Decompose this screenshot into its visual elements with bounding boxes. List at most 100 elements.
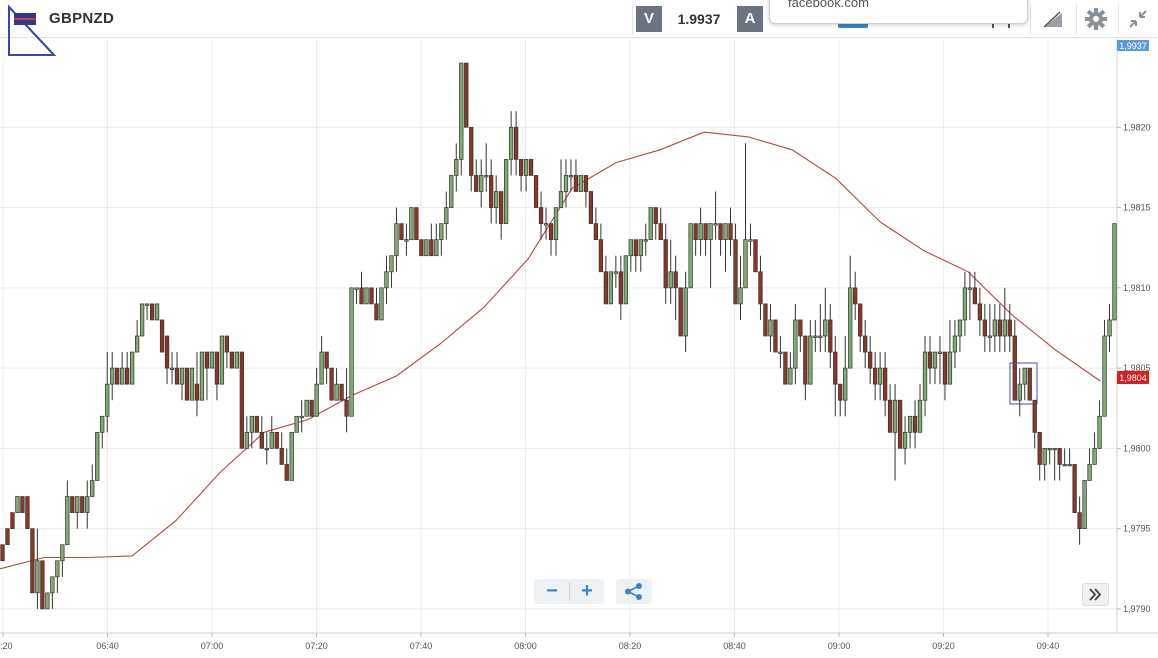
candle-body-down xyxy=(858,303,863,337)
candle-body-up xyxy=(249,415,254,433)
candle-body-down xyxy=(184,367,190,401)
candle-body-up xyxy=(1002,319,1007,337)
candle xyxy=(95,431,100,481)
candle xyxy=(863,319,868,369)
candle-body-down xyxy=(489,175,494,208)
candle-body-up xyxy=(843,367,848,401)
candle xyxy=(528,159,534,176)
candle-body-down xyxy=(733,239,738,305)
candle xyxy=(927,336,933,385)
candle-body-up xyxy=(434,239,439,257)
candle xyxy=(105,352,110,433)
candle xyxy=(479,159,484,208)
candle-body-up xyxy=(818,335,823,338)
candle xyxy=(384,255,389,304)
scroll-to-latest-button[interactable] xyxy=(1082,583,1109,606)
candle xyxy=(389,255,394,288)
candle xyxy=(469,126,474,192)
candle-body-down xyxy=(982,319,988,337)
zoom-in-button[interactable]: + xyxy=(571,579,603,604)
candle-body-up xyxy=(85,496,90,513)
candle xyxy=(324,351,329,385)
candle xyxy=(1027,367,1032,401)
candle-body-down xyxy=(25,496,30,529)
candle xyxy=(583,175,589,208)
candle-body-down xyxy=(783,351,788,385)
buy-button[interactable]: A xyxy=(737,6,763,32)
y-tick-label: 1,9815 xyxy=(1123,203,1151,213)
candle xyxy=(100,415,105,449)
candle xyxy=(434,223,439,257)
candle xyxy=(1097,400,1102,449)
collapse-icon[interactable] xyxy=(1125,6,1151,32)
candle-body-up xyxy=(608,271,614,305)
candle-body-down xyxy=(728,223,733,241)
candle-body-down xyxy=(284,464,289,481)
candle xyxy=(643,223,648,256)
candle-body-up xyxy=(543,223,549,226)
candle-body-down xyxy=(1027,367,1032,401)
gear-icon[interactable] xyxy=(1083,6,1109,32)
chart-draw-icon[interactable] xyxy=(1040,6,1066,32)
candle xyxy=(658,207,663,241)
candle xyxy=(902,416,908,465)
candle xyxy=(823,287,828,353)
x-tick-label: 08:00 xyxy=(514,641,537,651)
share-button[interactable] xyxy=(616,579,652,604)
candle xyxy=(499,191,504,240)
candle xyxy=(464,62,469,128)
candle xyxy=(444,191,449,240)
candle xyxy=(409,207,414,241)
candle xyxy=(887,384,893,433)
candle-body-up xyxy=(748,239,753,242)
candle-body-down xyxy=(1007,319,1012,337)
y-tick-label: 1,9820 xyxy=(1123,122,1151,132)
candle xyxy=(553,207,559,256)
candle-body-up xyxy=(379,287,384,321)
candle-body-up xyxy=(179,367,185,385)
candle xyxy=(1017,368,1022,417)
candle xyxy=(169,352,175,385)
browser-popup[interactable]: facebook.com xyxy=(769,0,1028,24)
candle xyxy=(848,255,853,369)
candle xyxy=(523,159,529,192)
instrument-symbol[interactable]: GBPNZD xyxy=(49,10,115,27)
candle-body-up xyxy=(394,223,399,257)
candle-body-up xyxy=(1017,383,1022,401)
candle-body-down xyxy=(30,528,35,594)
sell-button[interactable]: V xyxy=(636,6,662,32)
candle xyxy=(992,303,997,353)
candle xyxy=(688,223,693,289)
candle-body-up xyxy=(698,223,703,241)
candle-body-up xyxy=(563,175,569,192)
candle-body-down xyxy=(259,431,264,449)
candle-body-down xyxy=(538,207,544,224)
candle xyxy=(563,159,569,208)
candle-body-up xyxy=(110,367,115,385)
candle xyxy=(274,431,279,449)
candle xyxy=(229,351,235,369)
zoom-out-button[interactable]: − xyxy=(536,579,568,604)
candle-body-up xyxy=(523,159,529,176)
candle-body-down xyxy=(882,367,888,401)
candle-body-down xyxy=(279,448,284,465)
candle-body-up xyxy=(169,367,175,370)
candle-body-up xyxy=(364,287,369,305)
candle-body-down xyxy=(977,303,983,321)
candle xyxy=(738,255,743,320)
candle xyxy=(50,576,55,609)
candle xyxy=(833,336,838,417)
x-tick-label: 07:00 xyxy=(201,641,224,651)
candle xyxy=(1072,464,1077,513)
candle-body-up xyxy=(902,431,908,449)
candle-body-up xyxy=(643,239,648,242)
candle-body-up xyxy=(688,223,693,289)
candle xyxy=(618,255,623,320)
candle xyxy=(179,367,185,401)
candle xyxy=(698,207,703,256)
candle-body-up xyxy=(638,239,643,257)
price-chart[interactable]: 1,9790 1,9795 1,9800 1,9805 1,9810 1,9815 1,98… xyxy=(0,39,1158,658)
minus-icon: − xyxy=(546,580,558,602)
candle-body-down xyxy=(214,351,220,385)
candle-body-up xyxy=(823,319,828,337)
